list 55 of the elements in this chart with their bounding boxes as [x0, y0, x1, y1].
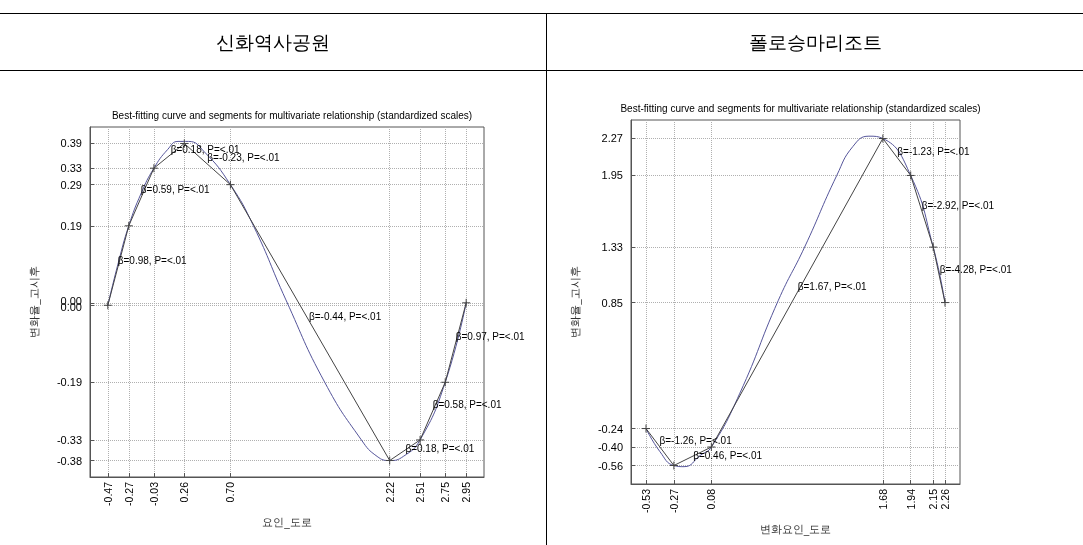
x-tick-label: -0.53	[640, 488, 652, 513]
x-axis-title: 요인_도로	[262, 516, 312, 529]
point	[928, 242, 938, 252]
x-axis-title: 변화요인_도로	[759, 523, 832, 536]
point	[906, 170, 916, 180]
y-tick-label: -0.24	[597, 422, 623, 435]
point	[669, 461, 679, 471]
x-tick-label: -0.27	[667, 488, 680, 513]
y-axis-title: 변화율_고시후	[569, 266, 582, 338]
y-tick-label: -0.38	[56, 454, 82, 467]
x-tick-label: 0.26	[178, 481, 191, 503]
x-tick-label: 2.22	[383, 481, 396, 503]
annotation: β=0.97, P=<.01	[455, 331, 526, 343]
x-tick-label: 0.08	[705, 488, 718, 510]
annotation: β=-0.44, P=<.01	[309, 310, 382, 322]
chart-title: 폴로승마리조트	[748, 32, 882, 53]
annotation: β=0.59, P=<.01	[140, 183, 211, 195]
y-tick-label: 0.19	[60, 219, 82, 232]
y-tick-label: 0.29	[60, 178, 82, 191]
x-tick-label: 1.94	[904, 488, 917, 510]
annotation: β=-4.28, P=<.01	[939, 263, 1013, 275]
annotation: β=-1.26, P=<.01	[659, 434, 733, 446]
annotation: β=-2.92, P=<.01	[921, 200, 995, 212]
y-tick-label: 0.85	[601, 296, 623, 309]
x-tick-label: 0.70	[224, 481, 237, 503]
annotation: β=0.46, P=<.01	[693, 449, 763, 461]
x-tick-label: -0.27	[122, 481, 135, 506]
y-tick-label: 0.33	[60, 162, 82, 175]
y-tick-label: 1.95	[601, 169, 623, 182]
x-tick-label: -0.03	[147, 481, 160, 506]
chart-title: 신화역사공원	[216, 32, 330, 53]
y-tick-label: 2.27	[601, 132, 623, 145]
y-axis-title: 변화율_고시후	[28, 266, 41, 338]
y-tick-label: 0.39	[60, 137, 82, 150]
y-tick-label: -0.40	[597, 441, 623, 454]
y-tick-label: -0.33	[56, 433, 82, 446]
annotation: β=-1.23, P=<.01	[897, 145, 970, 157]
chart-subtitle: Best-fitting curve and segments for multivariate relationship (standardized scales)	[111, 109, 473, 121]
x-tick-label: 2.95	[460, 481, 473, 503]
annotation: β=0.58, P=<.01	[432, 398, 502, 410]
chart-subtitle: Best-fitting curve and segments for multivariate relationship (standardized scales)	[620, 102, 981, 114]
x-tick-label: 2.51	[414, 481, 427, 503]
y-tick-label: 1.33	[601, 241, 623, 254]
x-tick-label: -0.47	[101, 481, 114, 506]
x-tick-label: 2.75	[439, 481, 452, 503]
annotation: β=1.67, P=<.01	[797, 281, 868, 293]
y-tick-label: -0.56	[597, 459, 623, 472]
x-tick-label: 2.15	[927, 488, 940, 510]
annotation: β=0.18, P=<.01	[405, 442, 475, 454]
point	[940, 298, 950, 308]
point	[641, 424, 651, 434]
x-tick-label: 1.68	[876, 488, 889, 510]
x-tick-label: 2.26	[939, 488, 951, 510]
y-tick-label: -0.19	[56, 376, 82, 389]
point	[878, 133, 888, 143]
